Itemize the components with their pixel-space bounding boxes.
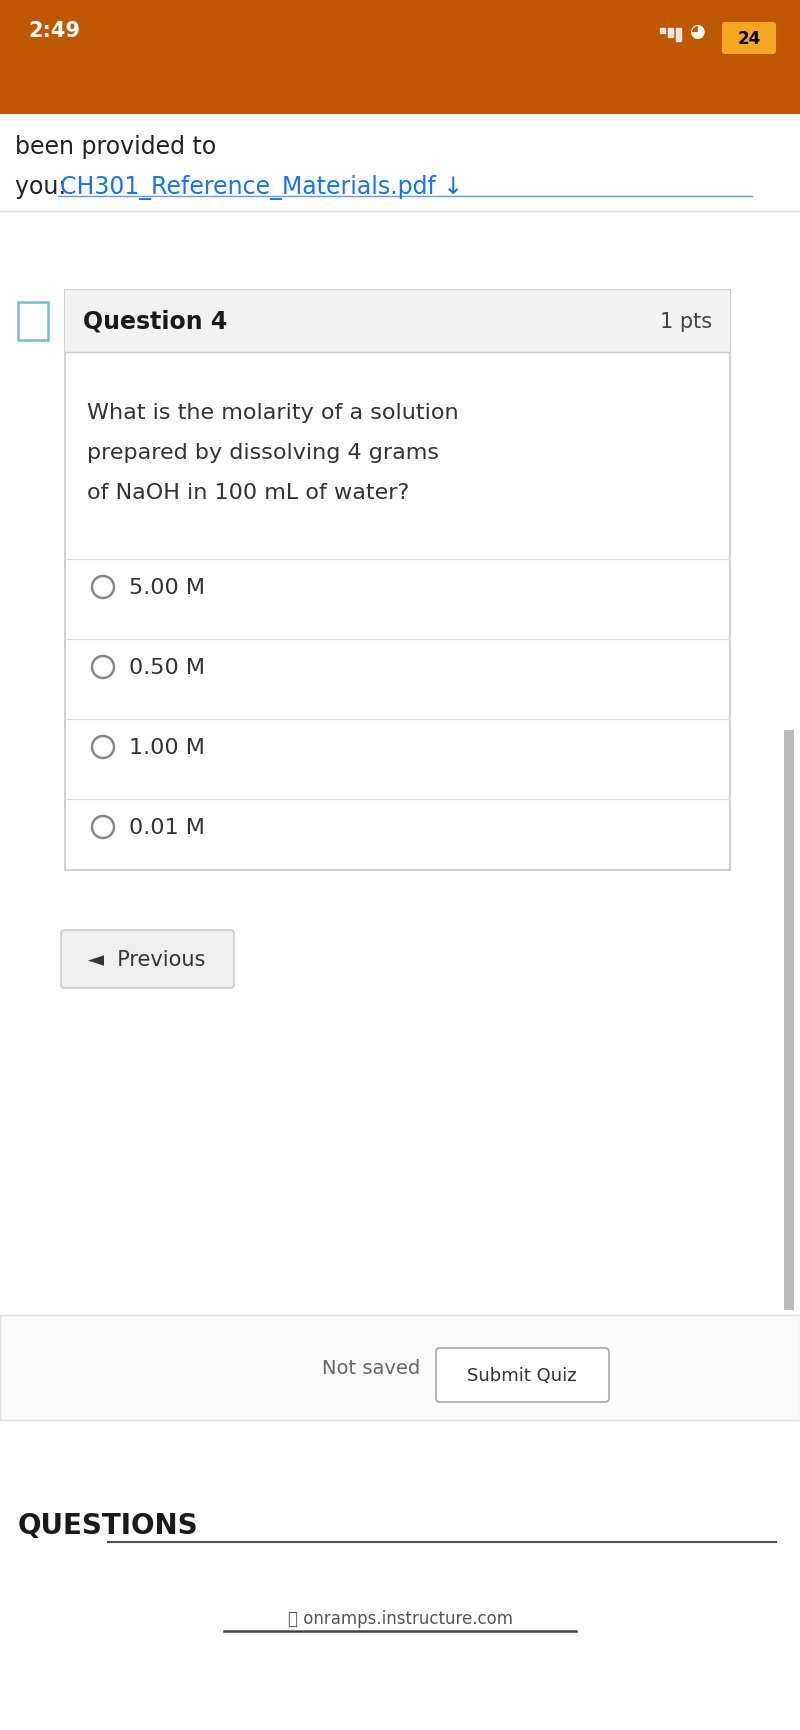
Text: 1.00 M: 1.00 M (129, 737, 205, 758)
Text: 0.01 M: 0.01 M (129, 818, 205, 837)
FancyBboxPatch shape (0, 0, 800, 62)
FancyBboxPatch shape (0, 114, 800, 1730)
Text: 5.00 M: 5.00 M (129, 578, 205, 597)
Text: prepared by dissolving 4 grams: prepared by dissolving 4 grams (87, 443, 439, 462)
Text: Submit Quiz: Submit Quiz (467, 1367, 577, 1384)
FancyBboxPatch shape (784, 730, 794, 1310)
Text: CH301_Reference_Materials.pdf ↓: CH301_Reference_Materials.pdf ↓ (60, 175, 463, 201)
Text: 1 pts: 1 pts (660, 311, 712, 332)
Text: you:: you: (15, 175, 74, 199)
Text: QUESTIONS: QUESTIONS (18, 1510, 198, 1540)
Text: ◕: ◕ (689, 22, 705, 42)
Text: ◄  Previous: ◄ Previous (88, 950, 206, 969)
FancyBboxPatch shape (0, 1315, 800, 1420)
Text: What is the molarity of a solution: What is the molarity of a solution (87, 403, 458, 422)
Bar (668, 29, 673, 38)
Text: 2:49: 2:49 (28, 21, 80, 42)
Text: 24: 24 (738, 29, 761, 48)
FancyBboxPatch shape (0, 62, 800, 114)
FancyBboxPatch shape (722, 22, 776, 55)
FancyBboxPatch shape (65, 291, 730, 353)
FancyBboxPatch shape (436, 1348, 609, 1403)
Text: Not saved: Not saved (322, 1358, 420, 1377)
Bar (660, 29, 665, 35)
Text: of NaOH in 100 mL of water?: of NaOH in 100 mL of water? (87, 483, 410, 503)
Text: 🔒 onramps.instructure.com: 🔒 onramps.instructure.com (287, 1609, 513, 1626)
FancyBboxPatch shape (65, 291, 730, 870)
Bar (676, 29, 681, 42)
Text: 0.50 M: 0.50 M (129, 657, 205, 678)
Text: Question 4: Question 4 (83, 310, 227, 334)
Text: been provided to: been provided to (15, 135, 216, 159)
FancyBboxPatch shape (61, 931, 234, 988)
